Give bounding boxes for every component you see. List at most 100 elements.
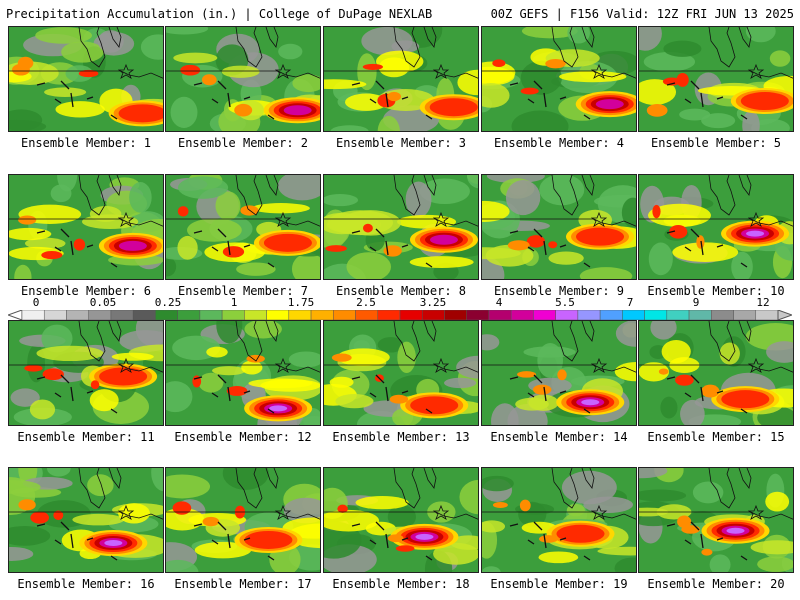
star-icon [274,357,292,373]
precip-field-map [482,27,636,131]
star-icon [274,504,292,520]
precip-field-map [639,321,793,425]
colorbar-segment [377,310,401,320]
ensemble-member-label: Ensemble Member: 17 [174,577,312,591]
colorbar-tick-label: 7 [626,296,634,309]
star-icon [590,211,608,227]
ensemble-member-label: Ensemble Member: 8 [335,284,467,298]
ensemble-member-panel [323,320,479,426]
precip-field-map [9,321,163,425]
ensemble-member-panel [481,26,637,132]
precip-field-map [482,175,636,279]
colorbar-max-arrow [777,310,792,320]
precip-field-map [324,321,478,425]
colorbar-segment [21,310,45,320]
precip-field-map [639,27,793,131]
ensemble-member-panel [323,467,479,573]
colorbar-segment [466,310,490,320]
colorbar-segment [733,310,757,320]
colorbar-segment [43,310,67,320]
ensemble-member-label: Ensemble Member: 5 [650,136,782,150]
star-icon [274,211,292,227]
precip-field-map [324,175,478,279]
colorbar-labels: 0 0.05 0.25 1 1.75 2.5 3.25 4 5.5 7 9 12 [0,297,800,309]
ensemble-member-label: Ensemble Member: 15 [647,430,785,444]
colorbar-segment [622,310,645,320]
colorbar-segment [755,310,779,320]
precipitation-colorbar [8,310,792,320]
colorbar-segment [666,310,690,320]
star-icon [117,504,135,520]
ensemble-member-panel [323,26,479,132]
colorbar-segment [66,310,89,320]
colorbar-tick-label: 1.75 [287,296,315,309]
colorbar-segment [355,310,379,320]
precip-field-map [482,468,636,572]
colorbar-segment [444,310,467,320]
precip-field-map [9,27,163,131]
colorbar-tick-label: 3.25 [419,296,447,309]
colorbar-segment [399,310,423,320]
star-icon [117,211,135,227]
star-icon [432,63,450,79]
colorbar-segment [266,310,290,320]
colorbar-segment [421,310,445,320]
colorbar-segment [711,310,734,320]
colorbar-tick-label: 0.25 [154,296,182,309]
product-title: Precipitation Accumulation (in.) | Colle… [6,7,433,21]
colorbar-segment [577,310,601,320]
star-icon [117,357,135,373]
ensemble-member-label: Ensemble Member: 10 [647,284,785,298]
precip-field-map [166,321,320,425]
ensemble-member-panel [638,467,794,573]
colorbar-tick-label: 1 [230,296,238,309]
star-icon [432,504,450,520]
ensemble-member-label: Ensemble Member: 3 [335,136,467,150]
ensemble-member-label: Ensemble Member: 4 [493,136,625,150]
star-icon [747,63,765,79]
colorbar-tick-label: 0 [32,296,40,309]
star-icon [747,504,765,520]
ensemble-member-label: Ensemble Member: 6 [20,284,152,298]
star-icon [747,357,765,373]
ensemble-member-label: Ensemble Member: 16 [17,577,155,591]
ensemble-member-panel [165,26,321,132]
colorbar-tick-label: 9 [692,296,700,309]
ensemble-member-label: Ensemble Member: 1 [20,136,152,150]
precip-field-map [482,321,636,425]
precip-field-map [639,468,793,572]
colorbar-segment [533,310,556,320]
star-icon [590,63,608,79]
ensemble-member-label: Ensemble Member: 14 [490,430,628,444]
colorbar-segment [110,310,134,320]
ensemble-member-label: Ensemble Member: 18 [332,577,470,591]
colorbar-segment [177,310,201,320]
ensemble-member-panel [638,26,794,132]
precip-field-map [166,175,320,279]
ensemble-member-label: Ensemble Member: 11 [17,430,155,444]
colorbar-tick-label: 12 [756,296,770,309]
precip-field-map [324,468,478,572]
ensemble-member-label: Ensemble Member: 7 [177,284,309,298]
colorbar-segment [599,310,623,320]
ensemble-member-panel [481,467,637,573]
ensemble-member-panel [8,320,164,426]
colorbar-tick-label: 5.5 [555,296,575,309]
colorbar-tick-label: 2.5 [356,296,376,309]
colorbar-segment [510,310,534,320]
ensemble-member-panel [481,174,637,280]
colorbar-segment [488,310,512,320]
ensemble-member-panel [638,174,794,280]
colorbar-segment [88,310,112,320]
colorbar-segment [333,310,356,320]
star-icon [432,357,450,373]
ensemble-member-panel [8,174,164,280]
colorbar-segment [155,310,178,320]
star-icon [747,211,765,227]
ensemble-member-label: Ensemble Member: 2 [177,136,309,150]
colorbar-segment [199,310,223,320]
colorbar-segment [244,310,267,320]
colorbar-tick-label: 0.05 [89,296,117,309]
colorbar-segment [132,310,156,320]
precip-field-map [166,468,320,572]
